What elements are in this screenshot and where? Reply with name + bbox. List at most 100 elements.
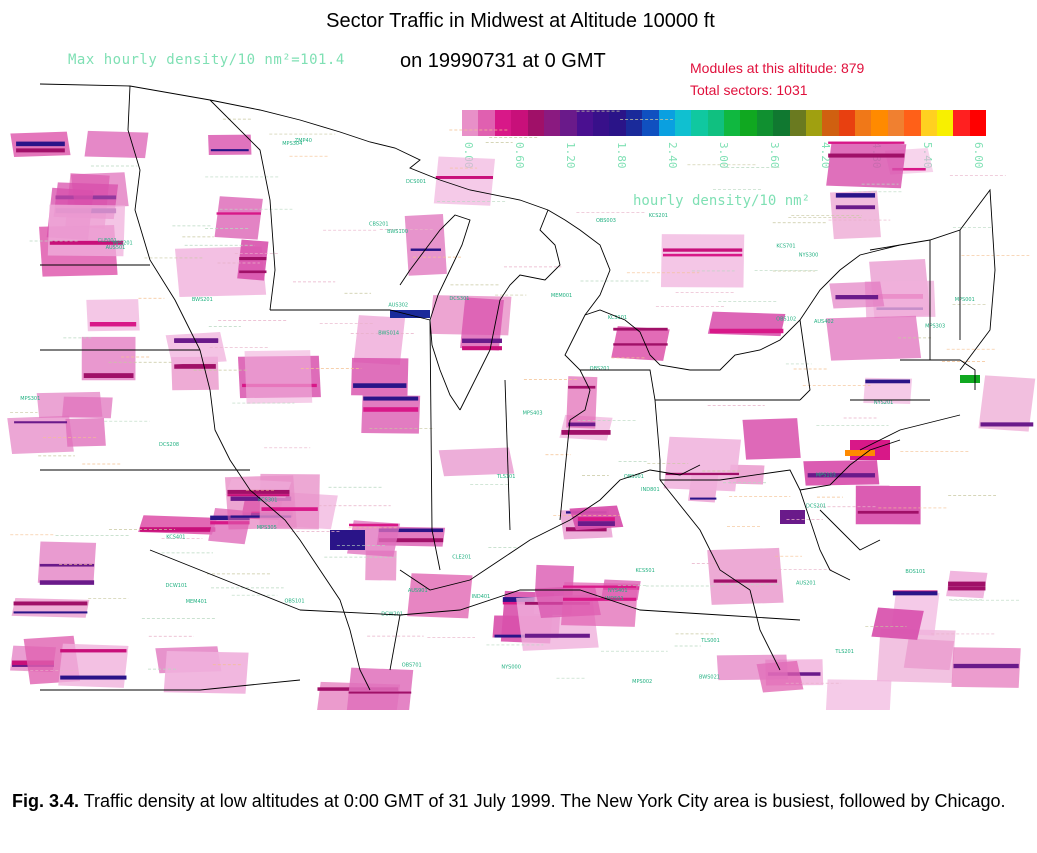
sector-label: BWS021 — [699, 674, 720, 680]
sector-label: DCS001 — [406, 179, 426, 185]
sector-density-band — [462, 346, 502, 351]
sector-labels: MPS001 MPS002 MPS103 MPS201 MPS303 MPS301 MPS3… — [20, 138, 975, 685]
color-bar-swatch — [707, 110, 724, 136]
color-bar-swatch — [593, 110, 610, 136]
color-bar-tick-label: 1.20 — [564, 142, 577, 169]
sector-density-band — [524, 633, 590, 638]
color-bar-swatch — [543, 110, 561, 136]
sector-fill — [855, 485, 921, 525]
sector-fill — [404, 214, 447, 276]
sectors-count: Total sectors: 1031 — [690, 82, 808, 98]
color-bar-tick-label: 4.20 — [819, 142, 832, 169]
sector-fill — [208, 134, 252, 155]
sector-fill — [864, 280, 936, 318]
sector-label: IND501 — [605, 596, 624, 602]
sector-density-band — [39, 580, 95, 585]
sector-label: TLS001 — [700, 638, 720, 644]
sector-density-band — [980, 422, 1034, 427]
sector-density-band — [348, 691, 412, 694]
sector-label: CLE201 — [452, 555, 471, 561]
color-bar-swatch — [609, 110, 626, 136]
caption-text: Traffic density at low altitudes at 0:00… — [79, 791, 1006, 811]
sector-fill — [244, 350, 313, 404]
color-bar-swatch — [969, 110, 986, 136]
sector-fill — [871, 607, 924, 640]
sector-density-band — [857, 510, 919, 514]
color-bar-swatch — [838, 110, 855, 136]
sector-density-band — [89, 322, 137, 327]
sector-label: NYS401 — [608, 588, 628, 594]
sector-density-band — [568, 385, 596, 389]
sector-density-band — [662, 248, 743, 252]
sector-fill — [825, 679, 892, 710]
sector-label: NYS201 — [874, 400, 894, 406]
sector-label: MPS001 — [955, 297, 975, 303]
color-bar-tick-label: 3.00 — [717, 142, 730, 169]
sector-fill — [163, 651, 249, 694]
figure-caption: Fig. 3.4. Traffic density at low altitud… — [12, 789, 1022, 813]
sector-density-band — [835, 205, 876, 210]
sector-density-band — [948, 586, 986, 591]
sector-density-band — [835, 295, 879, 300]
sector-label: AUS402 — [814, 319, 834, 325]
sector-density-band — [577, 521, 615, 527]
sector-label: OBS201 — [590, 366, 610, 372]
sector-label: MPS305 — [257, 525, 277, 531]
sector-label: KCS701 — [776, 244, 795, 250]
color-bar-swatch — [478, 110, 495, 136]
sector-density-band — [662, 253, 743, 257]
sector-label: OBS101 — [285, 598, 305, 604]
sector-label: AUS201 — [796, 580, 816, 586]
sector-fill — [829, 281, 885, 309]
color-bar-swatch — [920, 110, 937, 136]
sector-fill — [826, 141, 907, 189]
density-color-bar — [462, 110, 986, 136]
sector-fill — [62, 396, 113, 419]
sector-density-band — [261, 507, 318, 511]
sector-fill — [728, 464, 765, 485]
color-bar-swatch — [953, 110, 970, 136]
sector-fill — [561, 582, 639, 627]
sector-density-band — [828, 141, 905, 144]
sector-fill — [361, 395, 421, 434]
sector-fill — [353, 315, 406, 365]
sector-label: IND801 — [641, 487, 660, 493]
sector-density-band — [239, 257, 267, 261]
sector-label: TLS101 — [496, 474, 516, 480]
sector-label: ZMP40 — [295, 138, 312, 144]
sector-traffic-map: MPS001 MPS002 MPS103 MPS201 MPS303 MPS301 MPS3… — [7, 83, 1036, 710]
sector-label: MPS002 — [632, 679, 652, 685]
sector-density-band — [227, 489, 290, 494]
sector-label: OBS001 — [624, 474, 644, 480]
sector-fill — [37, 541, 97, 585]
sector-fill — [825, 315, 922, 361]
sector-density-band — [953, 663, 1019, 669]
sector-density-band — [892, 167, 926, 171]
sector-fill — [742, 418, 801, 460]
sector-density-band — [13, 611, 88, 614]
color-bar-swatch — [855, 110, 872, 136]
sector-fill — [65, 417, 106, 447]
sector-density-band — [227, 494, 290, 497]
color-bar-swatch — [805, 110, 823, 136]
sector-fill — [351, 357, 409, 396]
sector-density-band — [349, 523, 399, 527]
sector-fill — [876, 628, 956, 684]
sector-label: CLE001 — [98, 238, 117, 244]
sector-density-band — [39, 563, 95, 567]
sector-label: AUS501 — [106, 245, 126, 251]
sector-label: IND401 — [472, 594, 491, 600]
sector-fill — [707, 547, 784, 605]
sector-label: CBS201 — [369, 221, 389, 227]
color-bar-swatch — [674, 110, 692, 136]
sector-density-band — [60, 675, 127, 680]
sector-fill — [346, 667, 414, 710]
sector-fill — [660, 234, 745, 288]
sector-hotspot — [330, 530, 365, 550]
sector-label: NYS300 — [799, 252, 819, 258]
sector-fill — [438, 447, 515, 477]
max-density-label: Max hourly density/10 nm²=101.4 — [68, 52, 345, 68]
sector-density-band — [49, 240, 124, 245]
sector-density-band — [948, 581, 986, 587]
sector-label: MPS303 — [925, 324, 945, 330]
